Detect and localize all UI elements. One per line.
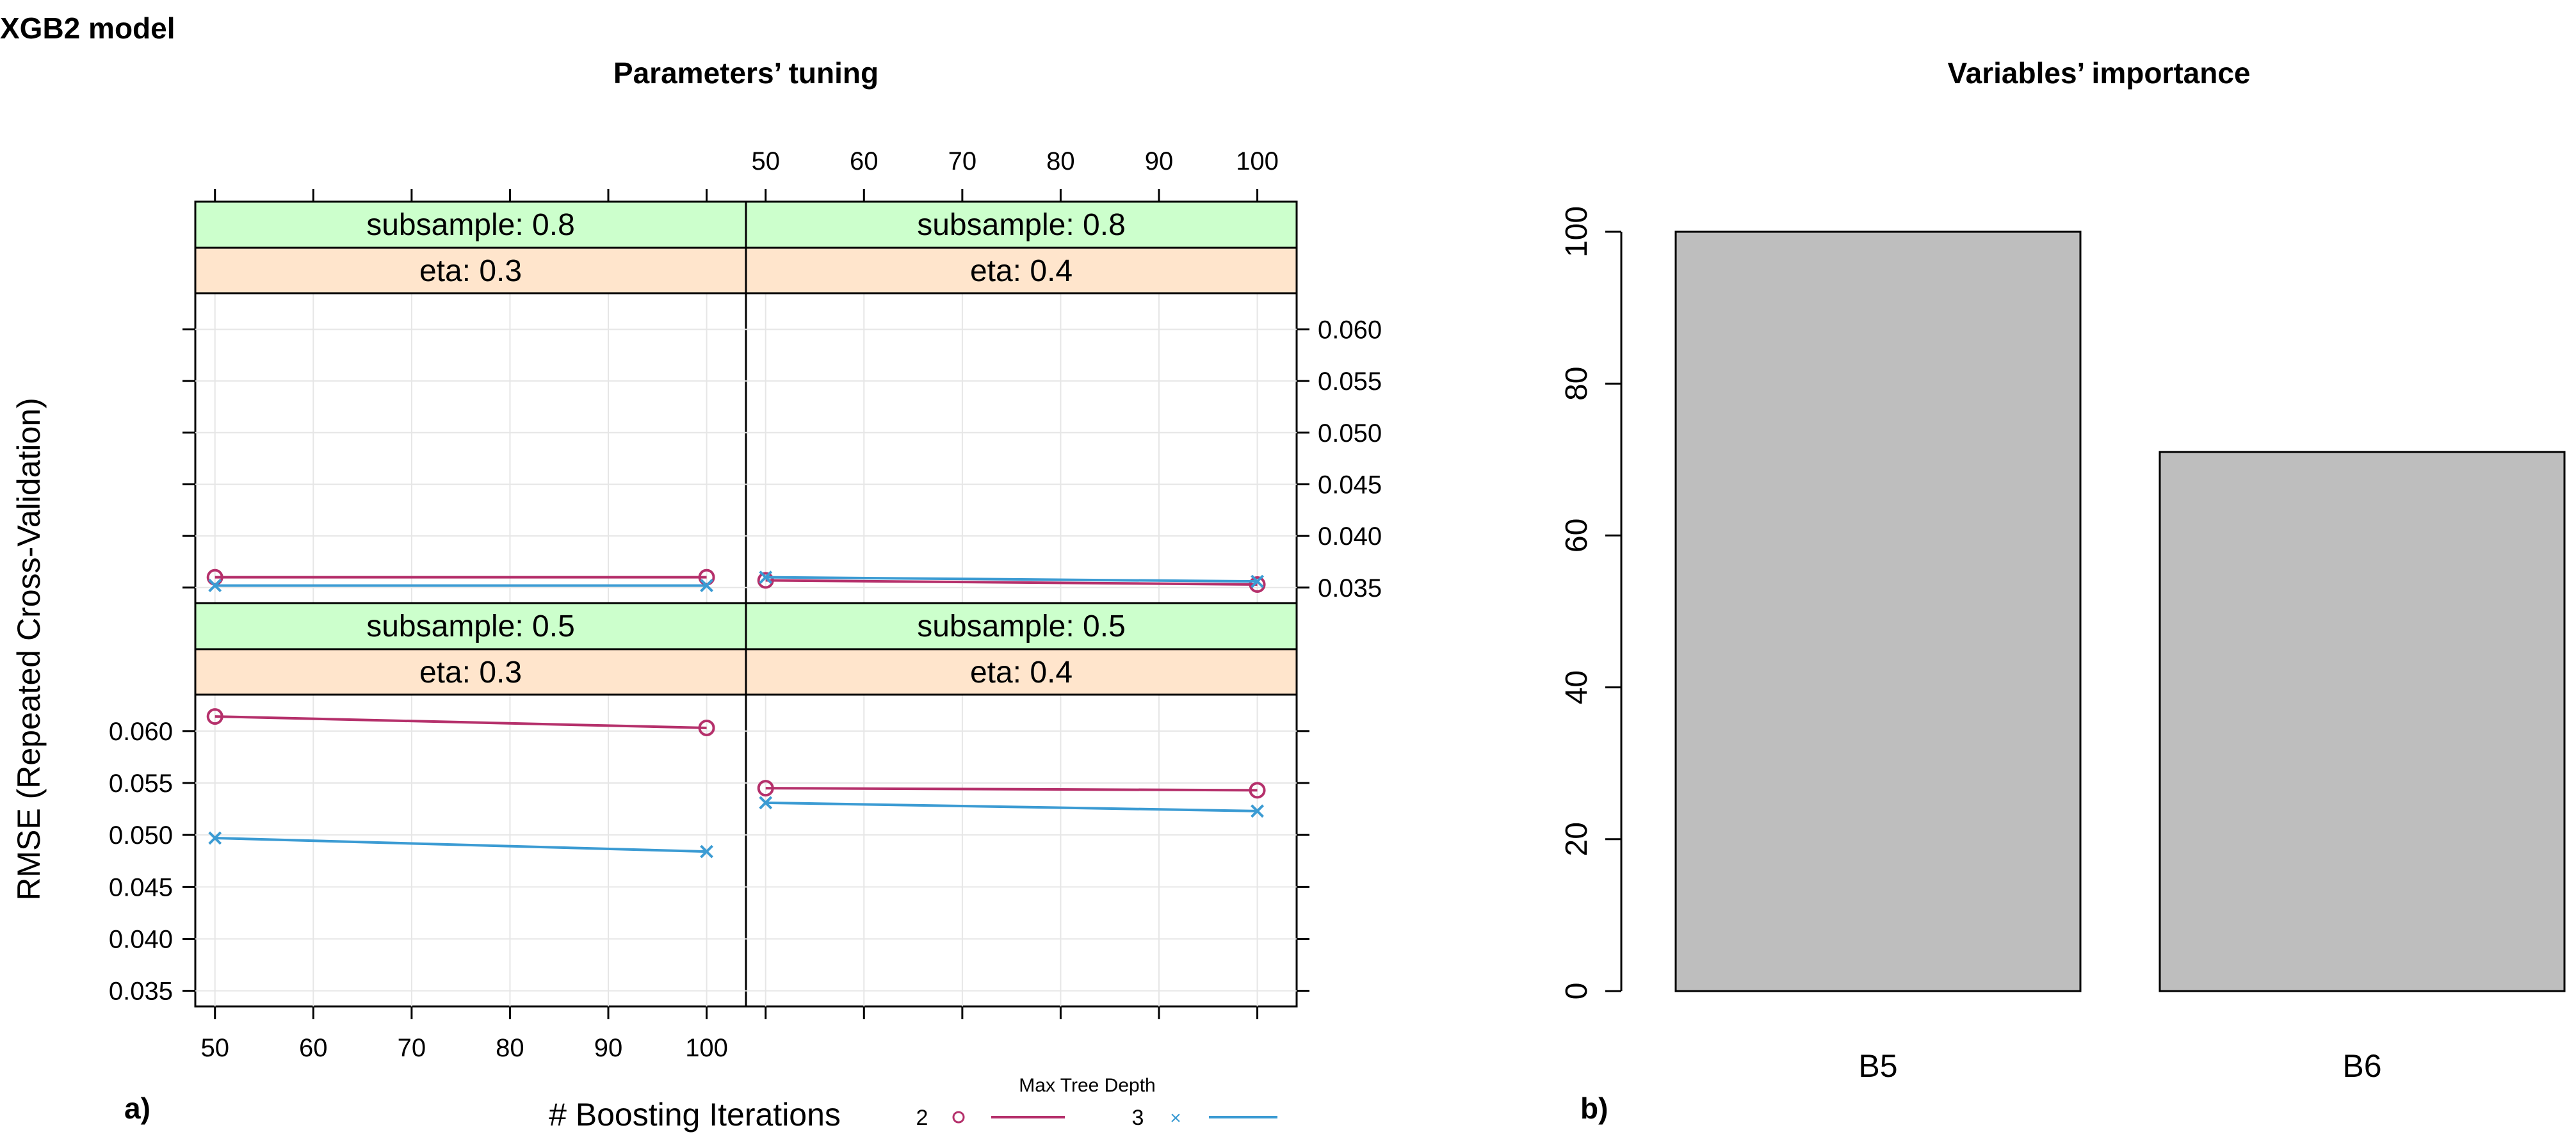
panel-a-label: a)	[124, 1092, 150, 1125]
a-ytick-label-left-3: 0.050	[109, 821, 173, 850]
panel-b-bar-chart: Variables’ importance b) B5 B6 0 20 40 60 80 1…	[1560, 56, 2566, 1125]
panel-a-title: Parameters’ tuning	[613, 56, 879, 90]
panel-frame-s05-e04	[745, 693, 1298, 1008]
a-ytick-label-right-1: 0.040	[1318, 522, 1382, 551]
point-depth-3-s08-e04-100	[1251, 574, 1264, 588]
legend-label-depth-3: 3	[1132, 1106, 1144, 1130]
legend-label-depth-2: 2	[916, 1106, 928, 1130]
a-ytick-label-left-5: 0.060	[109, 718, 173, 746]
panel-a-legend: Max Tree Depth 2 3 ×	[916, 1075, 1277, 1130]
panel-b-title: Variables’ importance	[1947, 56, 2250, 90]
series-line-depth-2-s08-e04	[765, 579, 1258, 586]
bar-label-B6: B6	[2342, 1048, 2381, 1084]
strip-subsample-s08-e04	[745, 200, 1298, 249]
a-xtick-label-top-90: 90	[1145, 147, 1174, 175]
figure-title: XGB2 model	[0, 12, 175, 45]
strip-subsample-label-s08-e03: subsample: 0.8	[366, 208, 575, 242]
a-xtick-label-bottom-80: 80	[496, 1034, 524, 1062]
panel-b-label: b)	[1580, 1092, 1608, 1125]
legend-title: Max Tree Depth	[1019, 1075, 1155, 1096]
panel-frame-s08-e03	[194, 292, 747, 604]
strip-eta-label-s05-e03: eta: 0.3	[419, 656, 522, 690]
strip-subsample-label-s08-e04: subsample: 0.8	[917, 208, 1126, 242]
a-ytick-label-left-0: 0.035	[109, 978, 173, 1006]
b-ytick-label-0: 0	[1560, 983, 1594, 1000]
a-ytick-label-right-3: 0.050	[1318, 419, 1382, 448]
strip-subsample-label-s05-e03: subsample: 0.5	[366, 609, 575, 643]
panel-a-xlabel: # Boosting Iterations	[549, 1097, 841, 1133]
point-depth-2-s05-e04-50	[757, 780, 774, 797]
a-xtick-label-bottom-100: 100	[685, 1034, 728, 1062]
point-depth-3-s05-e04-100	[1251, 804, 1264, 818]
strip-eta-label-s08-e04: eta: 0.4	[970, 254, 1073, 288]
a-ytick-label-left-2: 0.045	[109, 873, 173, 901]
point-depth-3-s08-e03-50	[208, 579, 222, 592]
a-ytick-label-left-1: 0.040	[109, 925, 173, 953]
b-ytick-label-20: 20	[1560, 822, 1594, 856]
strip-eta-s08-e03	[194, 246, 747, 295]
series-line-depth-2-s05-e03	[215, 715, 707, 729]
strip-subsample-s05-e04	[745, 602, 1298, 650]
a-xtick-label-bottom-60: 60	[299, 1034, 328, 1062]
a-xtick-label-bottom-50: 50	[200, 1034, 229, 1062]
a-xtick-label-top-60: 60	[850, 147, 879, 175]
a-xtick-label-top-100: 100	[1236, 147, 1279, 175]
panel-a-lattice-chart: Parameters’ tuning a) # Boosting Iterati…	[11, 56, 1382, 1133]
a-ytick-label-left-4: 0.055	[109, 770, 173, 798]
a-xtick-label-top-80: 80	[1046, 147, 1075, 175]
point-depth-2-s08-e04-100	[1249, 576, 1266, 593]
b-ytick-label-40: 40	[1560, 670, 1594, 704]
series-line-depth-3-s08-e04	[765, 576, 1258, 583]
point-depth-2-s05-e03-50	[206, 708, 223, 725]
a-ytick-label-right-5: 0.060	[1318, 316, 1382, 344]
b-ytick-label-60: 60	[1560, 519, 1594, 553]
legend-symbol-depth-3: ×	[1170, 1108, 1181, 1129]
series-line-depth-2-s05-e04	[765, 787, 1258, 792]
strip-eta-label-s08-e03: eta: 0.3	[419, 254, 522, 288]
a-xtick-label-top-70: 70	[948, 147, 977, 175]
strip-subsample-s08-e03	[194, 200, 747, 249]
strip-eta-s05-e04	[745, 648, 1298, 696]
strip-subsample-label-s05-e04: subsample: 0.5	[917, 609, 1126, 643]
bar-B6	[2159, 451, 2566, 992]
bar-B5	[1674, 230, 2082, 992]
point-depth-3-s05-e03-100	[700, 844, 713, 859]
a-xtick-label-bottom-70: 70	[398, 1034, 426, 1062]
series-line-depth-3-s05-e04	[765, 801, 1258, 812]
point-depth-3-s05-e04-50	[759, 796, 773, 810]
a-ytick-label-right-0: 0.035	[1318, 574, 1382, 602]
point-depth-2-s08-e04-50	[757, 572, 774, 589]
a-ytick-label-right-4: 0.055	[1318, 367, 1382, 396]
panel-frame-s08-e04	[745, 292, 1298, 604]
a-xtick-label-bottom-90: 90	[594, 1034, 623, 1062]
a-xtick-label-top-50: 50	[751, 147, 780, 175]
strip-eta-label-s05-e04: eta: 0.4	[970, 656, 1073, 690]
point-depth-2-s05-e03-100	[698, 719, 715, 736]
a-ytick-label-right-2: 0.045	[1318, 471, 1382, 499]
panel-a-ylabel: RMSE (Repeated Cross-Validation)	[11, 398, 47, 901]
strip-eta-s08-e04	[745, 246, 1298, 295]
point-depth-3-s08-e04-50	[759, 570, 773, 585]
series-line-depth-3-s05-e03	[215, 837, 707, 853]
bar-label-B5: B5	[1858, 1048, 1897, 1084]
point-depth-2-s05-e04-100	[1249, 782, 1266, 799]
point-depth-3-s08-e03-100	[700, 579, 713, 592]
b-ytick-label-80: 80	[1560, 367, 1594, 401]
b-ytick-label-100: 100	[1560, 206, 1594, 257]
point-depth-3-s05-e03-50	[208, 831, 222, 845]
legend-symbol-depth-2	[952, 1111, 965, 1124]
